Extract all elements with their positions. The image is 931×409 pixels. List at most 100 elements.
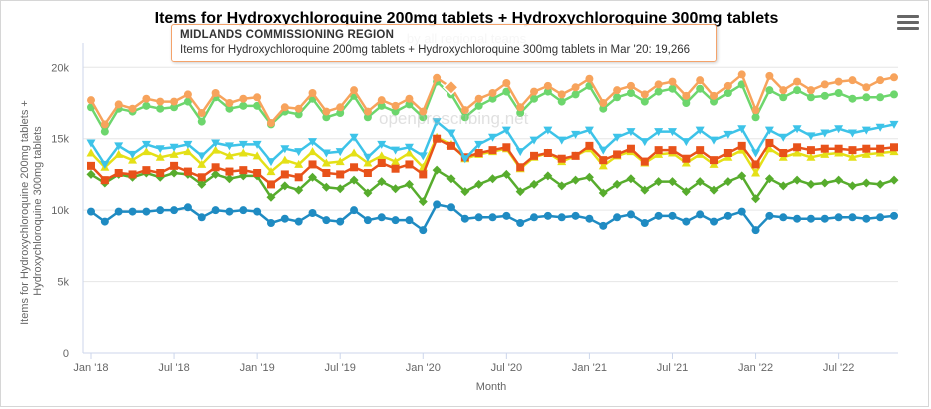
data-point[interactable] — [598, 146, 608, 155]
data-point[interactable] — [571, 130, 581, 139]
data-point[interactable] — [488, 89, 497, 97]
data-point[interactable] — [197, 173, 206, 182]
data-point[interactable] — [737, 171, 747, 181]
data-point[interactable] — [224, 151, 234, 160]
hamburger-menu-icon[interactable] — [897, 15, 919, 33]
data-point[interactable] — [765, 86, 774, 95]
data-point[interactable] — [710, 217, 719, 226]
data-point[interactable] — [460, 214, 469, 223]
data-point[interactable] — [543, 126, 553, 135]
data-point[interactable] — [543, 211, 552, 220]
data-point[interactable] — [737, 141, 746, 150]
data-point[interactable] — [876, 76, 885, 85]
data-point[interactable] — [405, 100, 414, 109]
data-point[interactable] — [737, 125, 747, 134]
data-point[interactable] — [710, 97, 719, 106]
data-point[interactable] — [820, 129, 830, 138]
data-point[interactable] — [350, 163, 359, 172]
data-point[interactable] — [557, 136, 567, 145]
data-point[interactable] — [308, 209, 317, 217]
data-point[interactable] — [156, 97, 165, 106]
data-point[interactable] — [474, 94, 483, 103]
data-point[interactable] — [100, 176, 109, 185]
data-point[interactable] — [114, 142, 124, 151]
data-point[interactable] — [515, 187, 525, 197]
data-point[interactable] — [751, 113, 760, 122]
data-point[interactable] — [696, 84, 705, 93]
data-point[interactable] — [404, 143, 414, 152]
data-point[interactable] — [820, 149, 830, 158]
data-point[interactable] — [793, 77, 802, 86]
data-point[interactable] — [322, 216, 331, 225]
data-point[interactable] — [377, 96, 386, 105]
data-point[interactable] — [170, 161, 179, 170]
data-point[interactable] — [806, 93, 815, 102]
data-point[interactable] — [667, 128, 677, 137]
data-point[interactable] — [612, 133, 622, 142]
data-point[interactable] — [820, 80, 829, 89]
data-point[interactable] — [377, 213, 386, 222]
data-point[interactable] — [321, 149, 331, 158]
data-point[interactable] — [751, 194, 761, 204]
data-point[interactable] — [350, 206, 359, 215]
data-point[interactable] — [474, 179, 484, 189]
data-point[interactable] — [848, 76, 857, 85]
data-point[interactable] — [806, 86, 815, 95]
data-point[interactable] — [626, 89, 635, 97]
data-point[interactable] — [516, 109, 525, 117]
data-point[interactable] — [156, 206, 165, 215]
data-point[interactable] — [571, 90, 580, 99]
data-point[interactable] — [391, 107, 400, 116]
data-point[interactable] — [377, 159, 386, 167]
data-point[interactable] — [183, 90, 192, 99]
data-point[interactable] — [626, 144, 635, 153]
data-point[interactable] — [433, 73, 442, 82]
data-point[interactable] — [391, 164, 400, 173]
data-point[interactable] — [363, 188, 373, 198]
data-point[interactable] — [350, 86, 359, 95]
data-point[interactable] — [183, 203, 192, 212]
data-point[interactable] — [571, 151, 580, 160]
data-point[interactable] — [529, 179, 539, 189]
data-point[interactable] — [862, 93, 871, 102]
data-point[interactable] — [834, 213, 843, 222]
data-point[interactable] — [377, 151, 387, 160]
data-point[interactable] — [710, 156, 719, 165]
data-point[interactable] — [155, 145, 165, 154]
data-point[interactable] — [197, 117, 206, 126]
data-point[interactable] — [501, 169, 511, 179]
data-point[interactable] — [654, 177, 664, 187]
data-point[interactable] — [335, 184, 345, 194]
data-point[interactable] — [502, 87, 511, 96]
data-point[interactable] — [516, 219, 525, 227]
data-point[interactable] — [751, 226, 760, 235]
data-point[interactable] — [280, 181, 290, 191]
data-point[interactable] — [875, 179, 885, 189]
data-point[interactable] — [266, 219, 275, 227]
data-point[interactable] — [834, 89, 843, 97]
data-point[interactable] — [723, 177, 733, 187]
data-point[interactable] — [862, 214, 871, 223]
data-point[interactable] — [156, 104, 165, 113]
data-point[interactable] — [294, 148, 304, 157]
data-point[interactable] — [418, 197, 428, 207]
data-point[interactable] — [142, 207, 151, 216]
data-point[interactable] — [211, 139, 221, 148]
data-point[interactable] — [238, 140, 248, 149]
data-point[interactable] — [253, 93, 262, 102]
data-point[interactable] — [668, 84, 677, 93]
data-point[interactable] — [363, 113, 372, 122]
data-point[interactable] — [239, 166, 248, 175]
data-point[interactable] — [170, 206, 179, 215]
data-point[interactable] — [598, 161, 608, 170]
data-point[interactable] — [224, 142, 234, 151]
data-point[interactable] — [682, 217, 691, 226]
data-point[interactable] — [474, 101, 483, 110]
data-point[interactable] — [432, 165, 442, 175]
data-point[interactable] — [336, 103, 345, 112]
data-point[interactable] — [419, 107, 428, 116]
data-point[interactable] — [557, 97, 566, 106]
data-point[interactable] — [764, 126, 774, 135]
data-point[interactable] — [793, 86, 802, 95]
data-point[interactable] — [211, 145, 221, 154]
